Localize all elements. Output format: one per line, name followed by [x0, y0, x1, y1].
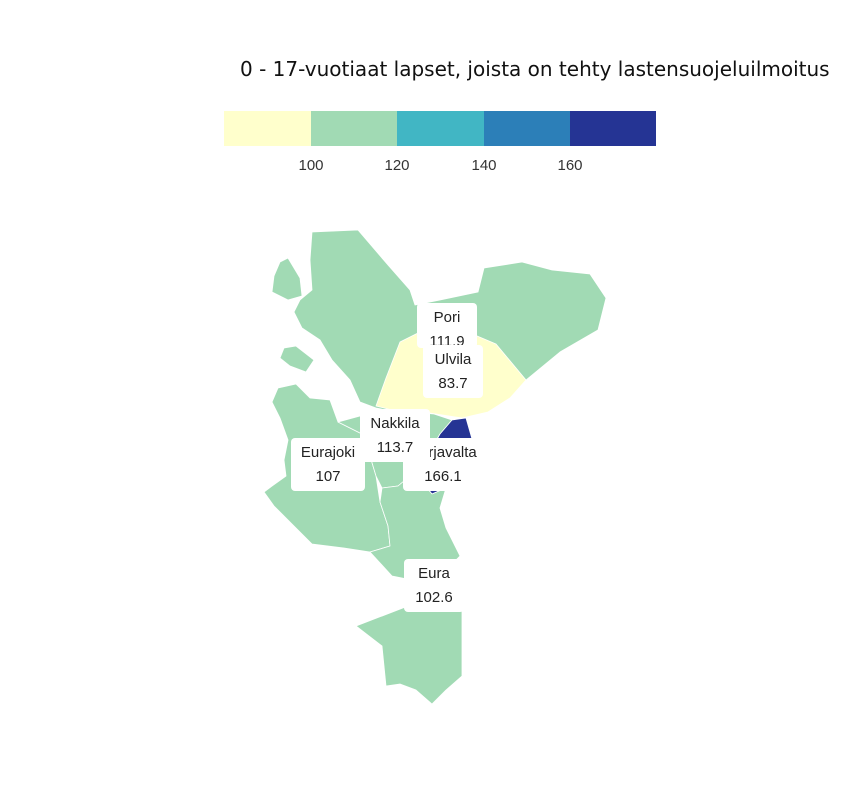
label-ulvila-value: 83.7 [438, 375, 468, 392]
label-ulvila: Ulvila 83.7 [423, 345, 483, 398]
label-nakkila-value: 113.7 [376, 439, 414, 456]
legend-tick-140: 140 [471, 157, 496, 174]
label-pori: Pori 111.9 [417, 303, 477, 348]
label-eurajoki-value: 107 [315, 468, 341, 485]
label-nakkila: Nakkila 113.7 [360, 409, 430, 462]
label-eura-name: Eura [418, 565, 450, 582]
label-nakkila-name: Nakkila [370, 415, 420, 432]
region-island-a[interactable] [271, 257, 303, 301]
legend-tick-120: 120 [384, 157, 409, 174]
legend-tick-160: 160 [557, 157, 582, 174]
label-pori-name: Pori [433, 309, 461, 326]
label-pori-value: 111.9 [429, 333, 465, 348]
legend-swatch-2 [311, 111, 397, 146]
label-eurajoki: Eurajoki 107 [291, 438, 365, 491]
label-ulvila-name: Ulvila [434, 351, 472, 368]
label-eura-value: 102.6 [415, 589, 453, 606]
label-eurajoki-name: Eurajoki [300, 444, 356, 461]
region-island-b[interactable] [279, 345, 315, 373]
label-harjavalta-value: 166.1 [424, 468, 462, 485]
region-eura-south[interactable] [355, 605, 463, 705]
legend-swatch-4 [484, 111, 570, 146]
legend-swatch-3 [397, 111, 484, 146]
label-eura: Eura 102.6 [404, 559, 464, 612]
map-title: 0 - 17-vuotiaat lapset, joista on tehty … [240, 57, 830, 81]
legend-swatch-1 [224, 111, 311, 146]
color-legend: 100 120 140 160 [224, 111, 656, 174]
legend-swatch-5 [570, 111, 656, 146]
legend-tick-100: 100 [298, 157, 323, 174]
